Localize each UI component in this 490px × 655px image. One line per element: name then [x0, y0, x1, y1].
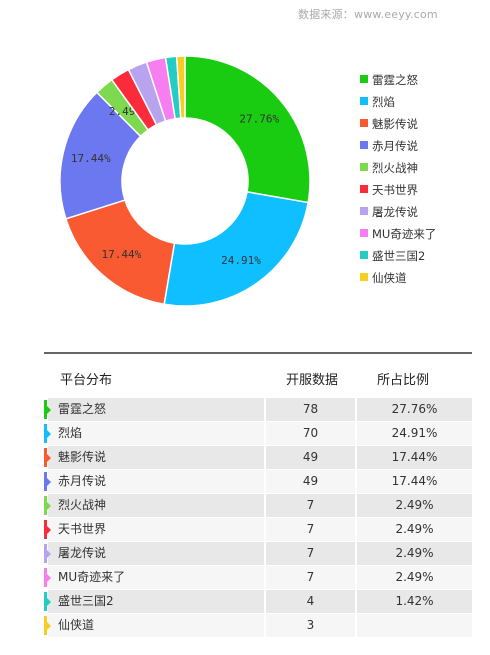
row-marker-arrow-icon [47, 502, 51, 510]
donut-chart: 27.76%24.91%17.44%17.44%2.49% [59, 55, 311, 307]
legend-label: 雷霆之怒 [372, 73, 418, 87]
legend-swatch [360, 207, 368, 215]
slice-2 [163, 190, 309, 307]
cell-servers: 7 [266, 518, 355, 541]
legend-label: 屠龙传说 [372, 205, 418, 219]
cell-share: 2.49% [357, 518, 472, 541]
cell-platform: MU奇迹来了 [48, 566, 264, 589]
cell-servers: 4 [266, 590, 355, 613]
legend-swatch [360, 229, 368, 237]
row-color-marker [44, 568, 47, 587]
data-source-text: 数据来源：www.eeyy.com [298, 8, 438, 21]
cell-platform: 烈焰 [48, 422, 264, 445]
slice-10 [175, 55, 186, 119]
legend-swatch [360, 251, 368, 259]
legend-label: 盛世三国2 [372, 249, 426, 263]
legend-label: 仙侠道 [372, 271, 407, 285]
header-servers: 开服数据 [286, 373, 339, 388]
slice-label-4: 17.44% [71, 152, 111, 165]
table-row: 烈火战神 7 2.49% [44, 494, 472, 517]
row-color-marker [44, 496, 47, 515]
slice-label-3: 17.44% [101, 248, 141, 261]
cell-platform: 屠龙传说 [48, 542, 264, 565]
row-marker-arrow-icon [47, 598, 51, 606]
row-color-marker [44, 400, 47, 419]
cell-share [357, 614, 472, 637]
row-color-marker [44, 520, 47, 539]
cell-platform: 雷霆之怒 [48, 398, 264, 421]
cell-servers: 78 [266, 398, 355, 421]
row-marker-arrow-icon [47, 478, 51, 486]
cell-platform: 赤月传说 [48, 470, 264, 493]
row-color-marker [44, 544, 47, 563]
cell-servers: 7 [266, 542, 355, 565]
row-color-marker [44, 592, 47, 611]
slice-1 [184, 55, 311, 204]
legend-swatch [360, 119, 368, 127]
cell-share: 17.44% [357, 470, 472, 493]
cell-platform: 天书世界 [48, 518, 264, 541]
table-row: 屠龙传说 7 2.49% [44, 542, 472, 565]
legend-label: 天书世界 [372, 183, 418, 197]
cell-share: 27.76% [357, 398, 472, 421]
row-marker-arrow-icon [47, 430, 51, 438]
cell-servers: 3 [266, 614, 355, 637]
cell-servers: 49 [266, 470, 355, 493]
row-color-marker [44, 424, 47, 443]
table-header: 平台分布 开服数据 所占比例 [44, 354, 472, 398]
slice-label-2: 24.91% [221, 254, 261, 267]
legend-swatch [360, 97, 368, 105]
row-color-marker [44, 472, 47, 491]
legend-label: 烈火战神 [372, 161, 418, 175]
legend-label: 赤月传说 [372, 139, 418, 153]
table-body: 雷霆之怒 78 27.76% 烈焰 70 24.91% 魅影传说 49 17.44% 赤月传说 49… [44, 398, 472, 637]
row-marker-arrow-icon [47, 574, 51, 582]
cell-servers: 7 [266, 566, 355, 589]
header-platform: 平台分布 [60, 373, 113, 388]
cell-servers: 7 [266, 494, 355, 517]
row-marker-arrow-icon [47, 550, 51, 558]
table-row: 盛世三国2 4 1.42% [44, 590, 472, 613]
legend-swatch [360, 163, 368, 171]
row-color-marker [44, 448, 47, 467]
cell-platform: 烈火战神 [48, 494, 264, 517]
table-row: 仙侠道 3 [44, 614, 472, 637]
table-row: 烈焰 70 24.91% [44, 422, 472, 445]
cell-share: 2.49% [357, 566, 472, 589]
cell-share: 17.44% [357, 446, 472, 469]
table-row: MU奇迹来了 7 2.49% [44, 566, 472, 589]
platform-table: 平台分布 开服数据 所占比例 雷霆之怒 78 27.76% 烈焰 70 24.91% 魅影传… [44, 352, 472, 638]
cell-share: 24.91% [357, 422, 472, 445]
legend-swatch [360, 141, 368, 149]
cell-share: 2.49% [357, 542, 472, 565]
row-marker-arrow-icon [47, 406, 51, 414]
cell-platform: 魅影传说 [48, 446, 264, 469]
legend-label: 魅影传说 [372, 117, 418, 131]
cell-platform: 仙侠道 [48, 614, 264, 637]
slice-label-1: 27.76% [239, 113, 279, 126]
cell-share: 2.49% [357, 494, 472, 517]
row-marker-arrow-icon [47, 454, 51, 462]
cell-platform: 盛世三国2 [48, 590, 264, 613]
legend-swatch [360, 185, 368, 193]
cell-servers: 70 [266, 422, 355, 445]
cell-servers: 49 [266, 446, 355, 469]
cell-share: 1.42% [357, 590, 472, 613]
header-share: 所占比例 [377, 373, 430, 388]
row-marker-arrow-icon [47, 526, 51, 534]
legend-label: MU奇迹来了 [372, 227, 437, 241]
legend-swatch [360, 273, 368, 281]
table-row: 赤月传说 49 17.44% [44, 470, 472, 493]
row-color-marker [44, 616, 47, 635]
table-row: 天书世界 7 2.49% [44, 518, 472, 541]
table-row: 魅影传说 49 17.44% [44, 446, 472, 469]
legend-label: 烈焰 [372, 95, 395, 109]
row-marker-arrow-icon [47, 622, 51, 630]
legend-swatch [360, 75, 368, 83]
table-row: 雷霆之怒 78 27.76% [44, 398, 472, 421]
